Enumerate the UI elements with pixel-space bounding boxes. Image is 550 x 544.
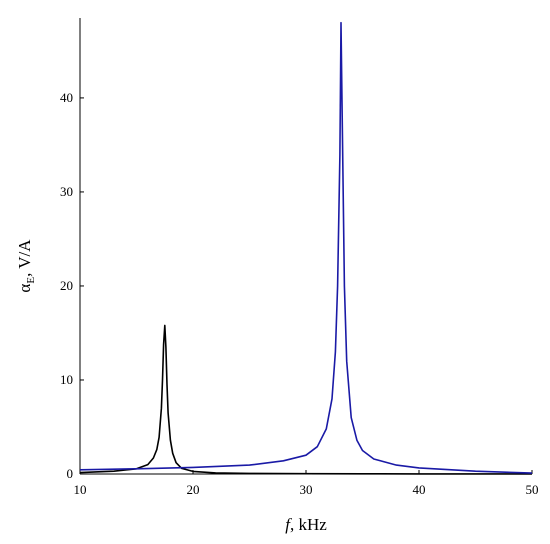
y-tick-label: 40: [60, 90, 73, 105]
y-ticks: 0 10 20 30 40: [60, 90, 84, 481]
y-tick-label: 20: [60, 278, 73, 293]
x-tick-label: 30: [300, 482, 313, 497]
x-tick-label: 10: [74, 482, 87, 497]
x-ticks: 10 20 30 40 50: [74, 470, 539, 497]
series-line-2: [79, 21, 533, 474]
y-tick-label: 10: [60, 372, 73, 387]
series-line-1: [79, 324, 532, 475]
x-tick-label: 20: [187, 482, 200, 497]
y-tick-label: 30: [60, 184, 73, 199]
x-axis-label: f, kHz: [285, 515, 327, 534]
y-axis-label-unit: , V/A: [15, 239, 34, 277]
series-layer: [79, 21, 533, 475]
x-tick-label: 50: [526, 482, 539, 497]
y-tick-label: 0: [67, 466, 74, 481]
y-axis-label-symbol: α: [15, 284, 34, 293]
y-axis-label-subscript: E: [25, 277, 37, 284]
y-axis-label: αE, V/A: [15, 239, 37, 293]
x-axis-label-symbol: f: [285, 515, 292, 534]
x-tick-label: 40: [413, 482, 426, 497]
x-axis-label-unit: , kHz: [290, 515, 327, 534]
